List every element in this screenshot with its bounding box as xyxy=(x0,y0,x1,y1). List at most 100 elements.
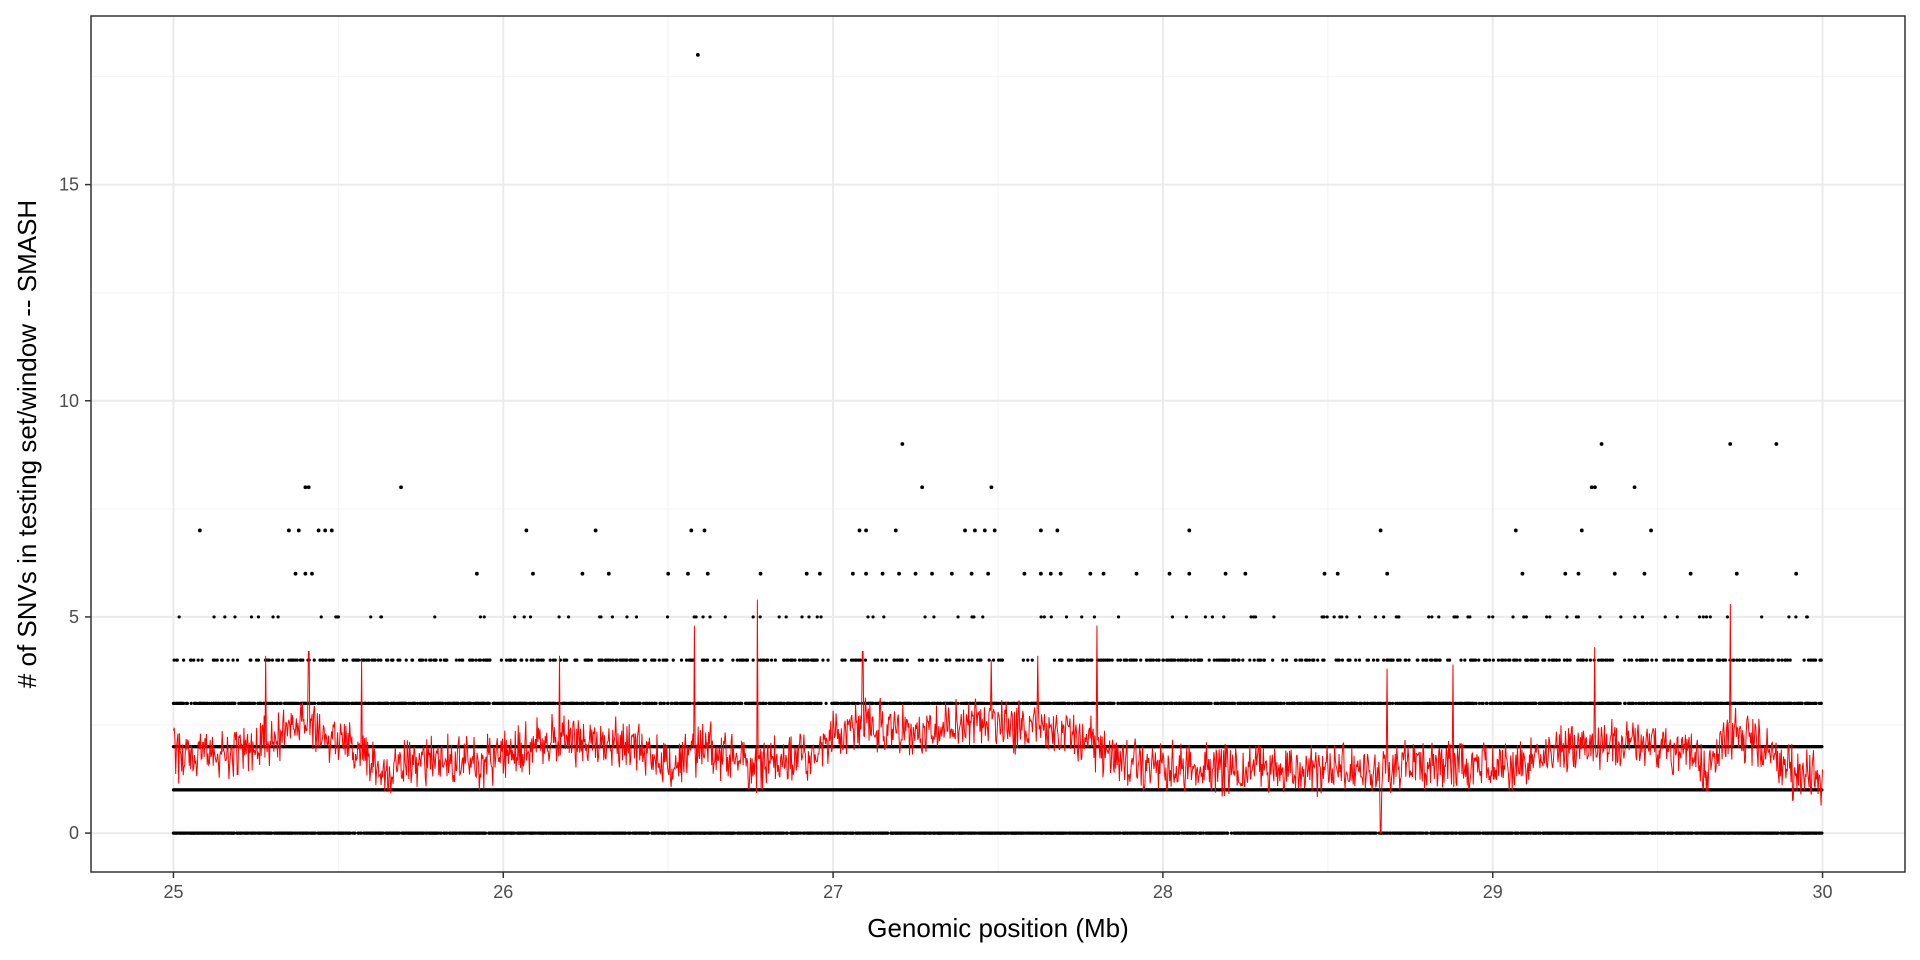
data-point xyxy=(900,658,904,662)
data-point xyxy=(956,701,960,705)
data-point xyxy=(232,831,236,835)
data-point xyxy=(231,658,235,662)
data-point xyxy=(215,658,219,662)
data-point xyxy=(301,658,305,662)
data-point xyxy=(600,658,604,662)
data-point xyxy=(256,658,261,662)
grid-lines xyxy=(91,16,1905,872)
data-point xyxy=(433,615,437,619)
data-point xyxy=(345,658,349,662)
data-point xyxy=(548,658,552,662)
data-point xyxy=(424,658,428,662)
data-point xyxy=(987,658,991,662)
data-point xyxy=(223,615,227,619)
data-point xyxy=(513,615,517,619)
data-point xyxy=(957,658,961,662)
data-point xyxy=(172,658,176,662)
data-point xyxy=(513,658,517,662)
data-point xyxy=(275,701,280,705)
data-point xyxy=(353,831,357,835)
data-point xyxy=(482,615,486,619)
data-point xyxy=(279,701,283,705)
data-point xyxy=(625,658,629,662)
data-point xyxy=(991,658,996,662)
data-point xyxy=(379,658,383,662)
data-point xyxy=(509,658,513,662)
data-point xyxy=(373,658,377,662)
data-point xyxy=(220,658,224,662)
data-point xyxy=(806,658,810,662)
data-point xyxy=(797,658,802,662)
data-point xyxy=(324,658,328,662)
data-point xyxy=(1039,615,1043,619)
data-point xyxy=(824,701,828,705)
data-point xyxy=(235,658,240,662)
data-point xyxy=(654,701,658,705)
data-point xyxy=(175,658,179,662)
data-point xyxy=(398,658,402,662)
data-point xyxy=(694,615,698,619)
data-point xyxy=(679,658,684,662)
data-point xyxy=(270,658,274,662)
data-point xyxy=(636,658,640,662)
data-point xyxy=(313,701,317,705)
data-point xyxy=(819,701,823,705)
data-point xyxy=(858,658,862,662)
data-point xyxy=(769,658,774,662)
data-point xyxy=(1021,658,1025,662)
data-point xyxy=(821,658,825,662)
data-point xyxy=(478,615,483,619)
data-point xyxy=(981,615,985,619)
data-point xyxy=(773,658,777,662)
data-point xyxy=(961,658,965,662)
data-point xyxy=(1049,615,1053,619)
data-point xyxy=(1060,658,1064,662)
data-point xyxy=(751,615,755,619)
data-point xyxy=(376,658,380,662)
data-point xyxy=(331,658,335,662)
data-point xyxy=(565,658,569,662)
data-point xyxy=(404,658,408,662)
data-point xyxy=(615,658,619,662)
data-point xyxy=(185,701,190,705)
data-point xyxy=(454,658,458,662)
data-point xyxy=(956,615,960,619)
data-point xyxy=(634,615,639,619)
data-point xyxy=(731,658,735,662)
data-point xyxy=(610,615,614,619)
data-point xyxy=(575,658,579,662)
data-point xyxy=(979,658,983,662)
data-point xyxy=(662,701,666,705)
data-point xyxy=(807,615,811,619)
data-point xyxy=(421,658,425,662)
data-point xyxy=(429,658,433,662)
data-point xyxy=(271,615,275,619)
data-point xyxy=(708,615,712,619)
data-point xyxy=(528,615,533,619)
data-point xyxy=(474,658,478,662)
data-point xyxy=(589,658,594,662)
data-point xyxy=(483,831,488,835)
data-point xyxy=(196,658,200,662)
data-point xyxy=(923,615,927,619)
data-point xyxy=(391,658,395,662)
data-point xyxy=(434,658,438,662)
data-point xyxy=(638,701,642,705)
data-point xyxy=(819,615,823,619)
data-point xyxy=(531,658,535,662)
data-point xyxy=(192,658,196,662)
data-point xyxy=(177,615,181,619)
data-point xyxy=(336,615,340,619)
data-points xyxy=(171,53,1824,835)
data-point xyxy=(886,831,890,835)
data-point xyxy=(277,658,281,662)
data-point xyxy=(1052,658,1057,662)
data-point xyxy=(1030,658,1034,662)
data-point xyxy=(347,701,351,705)
data-point xyxy=(758,615,762,619)
data-point xyxy=(567,615,571,619)
data-point xyxy=(875,658,880,662)
data-point xyxy=(313,831,318,835)
data-point xyxy=(688,701,692,705)
data-point xyxy=(705,658,710,662)
